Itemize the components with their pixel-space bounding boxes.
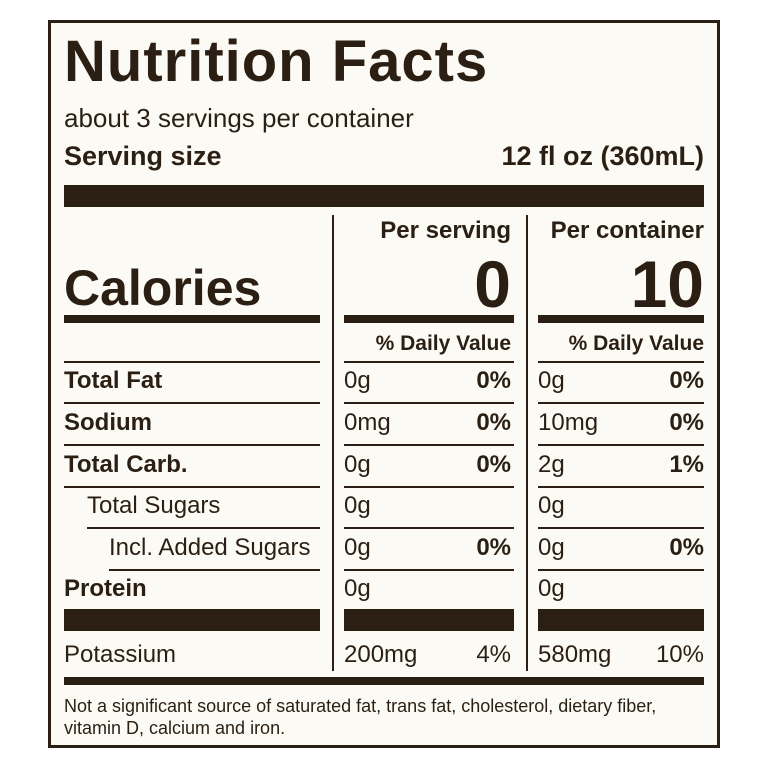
footnote: Not a significant source of saturated fa… (64, 696, 657, 738)
row-divider (538, 444, 704, 446)
row-divider (538, 486, 704, 488)
row-divider (538, 361, 704, 363)
container-daily-value: 10% (655, 641, 704, 668)
nutrient-name: Total Fat (64, 367, 163, 394)
container-amount: 2g (538, 451, 565, 478)
serving-daily-value: 0% (476, 451, 511, 478)
serving-size-value: 12 fl oz (360mL) (501, 141, 704, 171)
serving-amount: 0g (344, 451, 371, 478)
nutrient-name: Total Sugars (87, 492, 221, 519)
nutrition-facts-label: Nutrition Facts about 3 servings per con… (48, 20, 720, 748)
row-divider (538, 527, 704, 529)
container-daily-value: 0% (669, 409, 704, 436)
container-daily-value: 0% (669, 367, 704, 394)
container-amount: 0g (538, 492, 565, 519)
protein-divider-serving (344, 609, 514, 631)
thick-divider (64, 185, 704, 207)
row-divider (538, 569, 704, 571)
serving-amount: 0mg (344, 409, 391, 436)
calories-per-serving: 0 (474, 247, 511, 321)
row-divider (64, 402, 320, 404)
footnote-divider (64, 677, 704, 685)
row-divider (344, 527, 514, 529)
container-amount: 580mg (538, 641, 612, 668)
row-divider (344, 569, 514, 571)
serving-amount: 0g (344, 534, 371, 561)
nutrient-name: Protein (64, 575, 147, 602)
column-divider-container (526, 215, 528, 671)
row-divider (109, 569, 320, 571)
row-divider (344, 486, 514, 488)
serving-daily-value: 0% (476, 367, 511, 394)
row-divider (538, 402, 704, 404)
container-daily-value: 1% (669, 451, 704, 478)
row-divider (344, 402, 514, 404)
serving-amount: 0g (344, 575, 371, 602)
container-daily-value: 0% (669, 534, 704, 561)
label-title: Nutrition Facts (64, 29, 489, 94)
row-divider (64, 444, 320, 446)
serving-daily-value: 0% (476, 409, 511, 436)
nutrient-name: Potassium (64, 641, 177, 668)
container-amount: 0g (538, 367, 565, 394)
container-amount: 0g (538, 534, 565, 561)
serving-amount: 0g (344, 492, 371, 519)
container-amount: 10mg (538, 409, 599, 436)
serving-amount: 200mg (344, 641, 418, 668)
daily-value-header-serving: % Daily Value (375, 332, 511, 355)
daily-value-header-container: % Daily Value (568, 332, 704, 355)
servings-per-container: about 3 servings per container (64, 103, 414, 133)
serving-amount: 0g (344, 367, 371, 394)
protein-divider-container (538, 609, 704, 631)
row-divider (344, 361, 514, 363)
row-divider (64, 486, 320, 488)
protein-divider-left (64, 609, 320, 631)
per-container-header: Per container (550, 217, 704, 244)
column-divider-serving (332, 215, 334, 671)
serving-daily-value: 4% (476, 641, 511, 668)
row-divider (64, 361, 320, 363)
row-divider (344, 444, 514, 446)
serving-daily-value: 0% (476, 534, 511, 561)
per-serving-header: Per serving (380, 217, 511, 244)
calories-divider-serving (344, 315, 514, 323)
calories-label: Calories (64, 260, 262, 316)
calories-divider-container (538, 315, 704, 323)
nutrient-name: Incl. Added Sugars (109, 534, 311, 561)
serving-size-label: Serving size (64, 141, 222, 171)
calories-per-container: 10 (630, 247, 704, 321)
row-divider (87, 527, 320, 529)
nutrient-name: Sodium (64, 409, 152, 436)
calories-divider-left (64, 315, 320, 323)
nutrient-name: Total Carb. (64, 451, 188, 478)
container-amount: 0g (538, 575, 565, 602)
